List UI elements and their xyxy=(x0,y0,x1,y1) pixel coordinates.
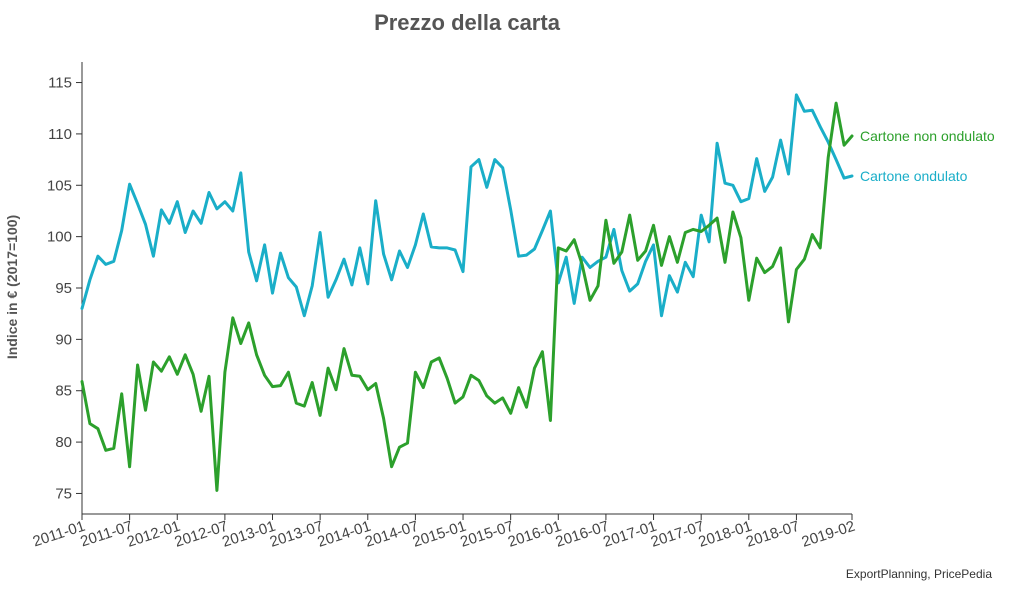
y-tick-label: 80 xyxy=(55,434,72,451)
y-tick-label: 85 xyxy=(55,383,72,400)
y-tick-label: 100 xyxy=(47,229,72,246)
y-tick-label: 90 xyxy=(55,331,72,348)
y-tick-label: 95 xyxy=(55,280,72,297)
x-axis: 2011-012011-072012-012012-072013-012013-… xyxy=(31,513,858,551)
series-labels: Cartone non ondulato Cartone ondulato xyxy=(860,128,995,184)
y-axis: 75 80 85 90 95 100 105 110 115 xyxy=(47,62,83,514)
source-note: ExportPlanning, PricePedia xyxy=(846,567,992,581)
series-label-0: Cartone ondulato xyxy=(860,168,968,184)
series-line-1 xyxy=(80,101,854,492)
x-tick-label: 2019-02 xyxy=(800,518,858,551)
series-label-1: Cartone non ondulato xyxy=(860,128,995,144)
series-layer xyxy=(80,93,854,492)
y-tick-label: 75 xyxy=(55,485,72,502)
y-tick-label: 115 xyxy=(48,75,72,92)
y-tick-label: 105 xyxy=(47,177,72,194)
x-tick-label: 2018-07 xyxy=(744,518,802,551)
chart-title: Prezzo della carta xyxy=(374,10,561,35)
series-line-0 xyxy=(80,93,854,318)
y-tick-label: 110 xyxy=(48,126,72,143)
y-axis-label: Indice in € (2017=100) xyxy=(4,215,20,359)
